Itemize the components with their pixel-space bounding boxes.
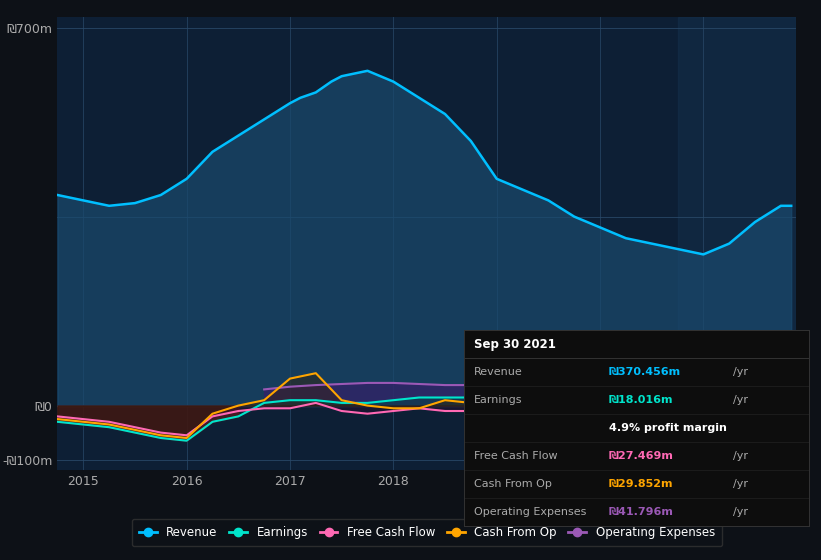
Text: ₪29.852m: ₪29.852m [608, 479, 673, 489]
Text: ₪18.016m: ₪18.016m [608, 395, 673, 405]
Text: Cash From Op: Cash From Op [475, 479, 552, 489]
Text: Free Cash Flow: Free Cash Flow [475, 451, 557, 461]
Bar [677, 17, 796, 470]
Legend: Revenue, Earnings, Free Cash Flow, Cash From Op, Operating Expenses: Revenue, Earnings, Free Cash Flow, Cash … [132, 519, 722, 546]
Text: Operating Expenses: Operating Expenses [475, 507, 586, 517]
Text: /yr: /yr [733, 395, 748, 405]
Text: Sep 30 2021: Sep 30 2021 [475, 338, 556, 351]
Text: /yr: /yr [733, 507, 748, 517]
Text: 4.9% profit margin: 4.9% profit margin [608, 423, 727, 433]
Text: ₪27.469m: ₪27.469m [608, 451, 673, 461]
Text: /yr: /yr [733, 367, 748, 377]
Text: Earnings: Earnings [475, 395, 523, 405]
Text: Revenue: Revenue [475, 367, 523, 377]
Text: /yr: /yr [733, 451, 748, 461]
Text: ₪41.796m: ₪41.796m [608, 507, 673, 517]
Text: ₪370.456m: ₪370.456m [608, 367, 681, 377]
Text: /yr: /yr [733, 479, 748, 489]
